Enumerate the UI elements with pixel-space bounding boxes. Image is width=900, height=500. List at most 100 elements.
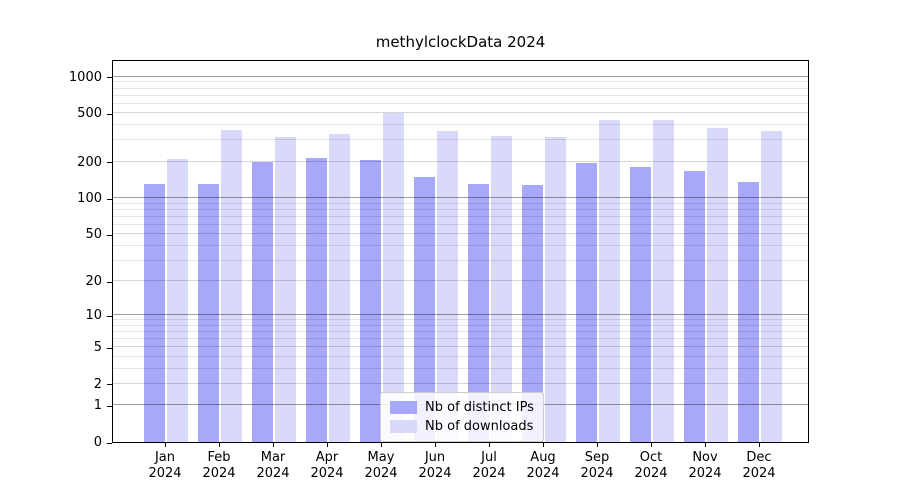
- grid-minor-line-4: [113, 355, 808, 357]
- x-tick-mark-may: [381, 443, 382, 447]
- bar-ips-oct: [630, 166, 651, 442]
- bar-ips-may: [360, 159, 381, 442]
- bar-ips-dec: [738, 181, 759, 442]
- x-tick-label-sep: Sep 2024: [569, 450, 625, 482]
- x-tick-label-aug: Aug 2024: [515, 450, 571, 482]
- bar-downloads-sep: [599, 119, 620, 442]
- x-tick-label-may: May 2024: [353, 450, 409, 482]
- y-tick-mark-500: [107, 113, 112, 115]
- x-tick-month: Jan: [154, 450, 176, 465]
- grid-line-1000: [113, 75, 808, 77]
- y-tick-mark-100: [107, 198, 112, 200]
- bar-downloads-dec: [761, 130, 782, 442]
- bar-downloads-aug: [545, 137, 566, 442]
- x-tick-month: Aug: [530, 450, 556, 465]
- grid-line-5: [113, 346, 808, 348]
- x-tick-year: 2024: [472, 466, 506, 481]
- x-tick-label-dec: Dec 2024: [731, 450, 787, 482]
- bar-downloads-may: [383, 112, 404, 442]
- bar-downloads-jul: [491, 136, 512, 442]
- grid-minor-line-8: [113, 324, 808, 326]
- y-tick-label-50: 50: [85, 227, 102, 243]
- x-tick-mark-mar: [273, 443, 274, 447]
- grid-minor-line-60: [113, 223, 808, 225]
- grid-minor-line-40: [113, 244, 808, 246]
- x-tick-month: Sep: [584, 450, 610, 465]
- x-tick-mark-oct: [651, 443, 652, 447]
- grid-line-100: [113, 197, 808, 198]
- bar-downloads-oct: [653, 120, 674, 442]
- x-tick-month: Feb: [207, 450, 231, 465]
- grid-minor-line-6: [113, 338, 808, 340]
- x-tick-year: 2024: [580, 466, 614, 481]
- y-tick-label-200: 200: [77, 154, 102, 170]
- bar-ips-jul: [468, 183, 489, 442]
- chart-title: methylclockData 2024: [375, 33, 546, 51]
- grid-line-500: [113, 112, 808, 114]
- bar-downloads-feb: [221, 130, 242, 442]
- bar-ips-jun: [414, 176, 435, 442]
- x-tick-year: 2024: [310, 466, 344, 481]
- plot-area: [112, 60, 809, 443]
- y-tick-mark-0: [107, 442, 112, 444]
- grid-minor-line-900: [113, 81, 808, 83]
- bar-ips-aug: [522, 184, 543, 442]
- grid-minor-line-80: [113, 208, 808, 210]
- x-tick-month: Oct: [639, 450, 663, 465]
- y-tick-label-2: 2: [93, 376, 102, 392]
- x-tick-label-apr: Apr 2024: [299, 450, 355, 482]
- legend: Nb of distinct IPs Nb of downloads: [380, 392, 544, 442]
- legend-label: Nb of distinct IPs: [425, 400, 534, 415]
- y-tick-mark-2: [107, 384, 112, 386]
- bar-downloads-jun: [437, 131, 458, 442]
- grid-minor-line-90: [113, 202, 808, 204]
- x-tick-label-mar: Mar 2024: [245, 450, 301, 482]
- bar-ips-jan: [144, 184, 165, 442]
- x-tick-mark-jun: [435, 443, 436, 447]
- x-tick-mark-jan: [165, 443, 166, 447]
- legend-item-distinct-ips: Nb of distinct IPs: [390, 398, 534, 417]
- bar-ips-feb: [198, 183, 219, 442]
- y-tick-mark-20: [107, 281, 112, 283]
- x-tick-month: Mar: [260, 450, 286, 465]
- y-tick-mark-200: [107, 162, 112, 164]
- x-tick-label-oct: Oct 2024: [623, 450, 679, 482]
- bar-ips-nov: [684, 170, 705, 442]
- y-tick-mark-10: [107, 315, 112, 317]
- grid-minor-line-9: [113, 319, 808, 321]
- x-tick-year: 2024: [418, 466, 452, 481]
- grid-line-10: [113, 314, 808, 316]
- legend-label: Nb of downloads: [425, 419, 534, 434]
- y-tick-mark-1: [107, 405, 112, 407]
- y-tick-label-1: 1: [93, 398, 102, 414]
- bar-downloads-apr: [329, 133, 350, 442]
- x-tick-mark-feb: [219, 443, 220, 447]
- y-tick-mark-50: [107, 234, 112, 236]
- y-tick-label-0: 0: [93, 435, 102, 450]
- legend-swatch-icon: [390, 401, 417, 414]
- grid-minor-line-70: [113, 215, 808, 217]
- x-tick-year: 2024: [688, 466, 722, 481]
- x-tick-mark-sep: [597, 443, 598, 447]
- y-tick-label-1000: 1000: [68, 69, 102, 85]
- x-tick-label-jan: Jan 2024: [137, 450, 193, 482]
- bar-downloads-jan: [167, 158, 188, 442]
- x-tick-year: 2024: [364, 466, 398, 481]
- bar-ips-apr: [306, 158, 327, 442]
- x-tick-month: Apr: [315, 450, 339, 465]
- y-tick-mark-1000: [107, 77, 112, 79]
- grid-minor-line-800: [113, 87, 808, 89]
- y-tick-mark-5: [107, 347, 112, 349]
- grid-minor-line-300: [113, 139, 808, 141]
- x-tick-mark-apr: [327, 443, 328, 447]
- x-tick-label-nov: Nov 2024: [677, 450, 733, 482]
- x-tick-year: 2024: [202, 466, 236, 481]
- x-tick-mark-nov: [705, 443, 706, 447]
- y-tick-label-20: 20: [85, 274, 102, 290]
- grid-line-200: [113, 160, 808, 162]
- x-tick-month: May: [367, 450, 395, 465]
- grid-minor-line-400: [113, 124, 808, 126]
- bar-ips-sep: [576, 163, 597, 442]
- x-tick-mark-jul: [489, 443, 490, 447]
- x-tick-mark-aug: [543, 443, 544, 447]
